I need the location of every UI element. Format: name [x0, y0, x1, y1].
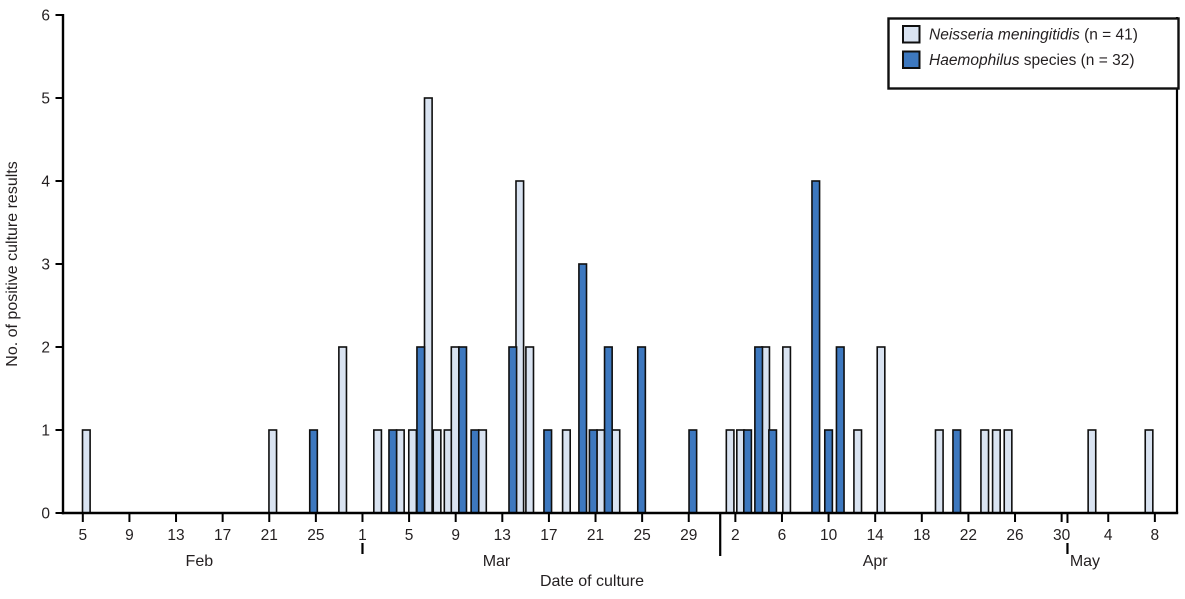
- bar-nm-mar-7: [432, 429, 442, 514]
- x-tick-label: 30: [1053, 527, 1071, 544]
- x-tick-label: 25: [634, 527, 651, 544]
- bar-nm-may-7: [1144, 429, 1154, 514]
- x-tick-label: 21: [261, 527, 278, 544]
- bar-hi-mar-11: [470, 429, 480, 514]
- y-tick-label: 1: [41, 423, 50, 440]
- y-tick-label: 4: [41, 174, 50, 191]
- month-label-mar: Mar: [483, 553, 511, 570]
- bar-nm-mar-2: [373, 429, 383, 514]
- bar-hi-mar-20: [578, 263, 588, 514]
- legend-label-neisseria: Neisseria meningitidis (n = 41): [929, 27, 1138, 44]
- bar-nm-apr-1: [725, 429, 735, 514]
- bar-nm-mar-6: [423, 97, 433, 514]
- x-axis-title: Date of culture: [540, 573, 644, 590]
- bar-hi-apr-3: [742, 429, 753, 514]
- x-tick-label: 6: [778, 527, 787, 544]
- month-label-apr: Apr: [863, 553, 889, 570]
- x-tick-label: 14: [867, 527, 885, 544]
- bar-hi-apr-9: [811, 180, 821, 514]
- bar-nm-apr-14: [876, 346, 886, 514]
- bar-nm-mar-15: [525, 346, 535, 514]
- x-tick-label: 4: [1104, 527, 1113, 544]
- bar-nm-mar-21: [596, 429, 606, 514]
- x-tick-label: 5: [405, 527, 414, 544]
- x-tick-label: 17: [214, 527, 231, 544]
- x-tick-label: 1: [358, 527, 367, 544]
- bar-nm-feb-5: [81, 429, 91, 514]
- bar-nm-apr-19: [934, 429, 944, 514]
- x-tick-label: 10: [820, 527, 838, 544]
- bar-hi-mar-25: [636, 346, 647, 514]
- y-tick-label: 5: [41, 91, 50, 108]
- legend-box: [887, 17, 1180, 90]
- bar-nm-apr-12: [853, 429, 863, 514]
- y-tick-label: 2: [41, 340, 50, 357]
- bar-nm-mar-9: [450, 346, 460, 514]
- x-tick-label: 13: [167, 527, 184, 544]
- bar-nm-apr-24: [991, 429, 1001, 514]
- month-label-feb: Feb: [186, 553, 214, 570]
- bar-nm-mar-11: [477, 429, 488, 514]
- bar-hi-mar-17: [543, 429, 553, 514]
- x-tick-label: 22: [960, 527, 977, 544]
- y-tick-label: 0: [41, 506, 50, 523]
- bar-hi-mar-10: [458, 346, 468, 514]
- x-tick-label: 5: [78, 527, 87, 544]
- x-tick-label: 26: [1006, 527, 1023, 544]
- legend-label-haemophilus: Haemophilus species (n = 32): [929, 52, 1135, 69]
- bar-hi-mar-6: [416, 346, 426, 514]
- bar-nm-apr-25: [1003, 429, 1013, 514]
- y-tick-label: 3: [41, 257, 50, 274]
- bar-nm-mar-5: [407, 429, 418, 514]
- y-axis-title: No. of positive culture results: [4, 161, 21, 366]
- bar-nm-apr-23: [980, 429, 990, 514]
- bar-hi-mar-21: [588, 429, 598, 514]
- legend: Neisseria meningitidis (n = 41) Haemophi…: [887, 17, 1180, 90]
- bar-hi-mar-29: [688, 429, 698, 514]
- x-tick-label: 25: [307, 527, 324, 544]
- bar-hi-feb-25: [308, 429, 319, 514]
- x-tick-label: 8: [1151, 527, 1160, 544]
- x-tick-label: 2: [731, 527, 740, 544]
- bar-hi-mar-3: [388, 429, 398, 514]
- legend-swatch-haemophilus: [902, 50, 921, 69]
- bar-hi-apr-4: [754, 346, 764, 514]
- bar-nm-mar-4: [395, 429, 405, 514]
- x-tick-label: 17: [540, 527, 557, 544]
- bar-hi-apr-11: [835, 346, 845, 514]
- x-tick-label: 13: [494, 527, 511, 544]
- bar-hi-apr-21: [952, 429, 962, 514]
- bar-hi-mar-14: [508, 346, 518, 514]
- y-tick-label: 6: [41, 8, 50, 25]
- x-tick-label: 9: [125, 527, 134, 544]
- bar-nm-feb-27: [338, 346, 348, 514]
- bar-nm-mar-22: [611, 429, 621, 514]
- bar-hi-mar-22: [603, 346, 613, 514]
- bar-nm-mar-18: [561, 429, 571, 514]
- bar-hi-apr-10: [823, 429, 834, 514]
- legend-swatch-neisseria: [902, 25, 921, 44]
- x-tick-label: 29: [680, 527, 697, 544]
- month-label-may: May: [1070, 553, 1100, 570]
- x-tick-label: 18: [913, 527, 930, 544]
- bar-hi-apr-5: [768, 429, 778, 514]
- bar-nm-apr-6: [782, 346, 792, 514]
- x-tick-label: 21: [587, 527, 604, 544]
- x-tick-label: 9: [451, 527, 460, 544]
- bar-nm-may-2: [1087, 429, 1097, 514]
- bar-nm-feb-21: [268, 429, 278, 514]
